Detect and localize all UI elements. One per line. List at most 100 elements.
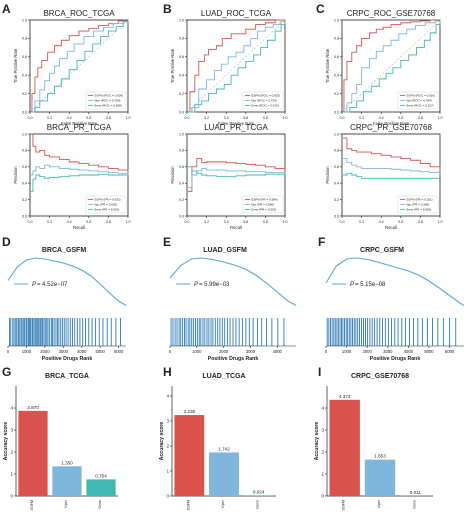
pvalue-symbol: P xyxy=(350,282,354,288)
axes-frame xyxy=(186,133,286,217)
x-tick-label: 1.0 xyxy=(438,220,443,224)
bar-viper xyxy=(364,459,396,496)
legend-label: Vipe (ROC = 0.790) xyxy=(94,99,120,103)
y-tick-label: 1 xyxy=(166,469,169,474)
axes-frame xyxy=(186,19,286,113)
y-tick-label: 0.2 xyxy=(22,92,27,96)
y-tick-label: 0.2 xyxy=(179,92,184,96)
x-axis-label: Positive Drugs Rank xyxy=(370,356,421,362)
series-line xyxy=(30,20,129,113)
y-axis-label: True Positive Rate xyxy=(170,48,175,83)
chart-H: 0 1 2 3 4 3.238 GSFM 1.742 Viper 0.024 Gene LUAD_TC… xyxy=(159,373,276,510)
legend-box xyxy=(242,91,284,110)
x-axis-label: False Positive Rate xyxy=(61,121,98,126)
y-tick-label: 0 xyxy=(321,494,324,499)
y-tick-label: 0.0 xyxy=(22,214,27,218)
x-tick-label: 5000 xyxy=(96,349,106,354)
y-tick-label: 3 xyxy=(166,419,169,424)
chart-title: CRPC_ROC_GSE70768 xyxy=(347,9,436,18)
chance-diagonal xyxy=(186,19,286,113)
x-axis-label: Recall xyxy=(385,225,397,230)
x-tick-label: 0.6 xyxy=(243,116,248,120)
series-line xyxy=(342,19,440,113)
y-tick-label: 3 xyxy=(321,428,324,433)
x-tick-label: 1000 xyxy=(342,349,352,354)
series-line xyxy=(30,20,129,113)
y-tick-label: 1.0 xyxy=(179,132,184,136)
legend-label: Vipr (ROC = 0.734) xyxy=(251,99,277,103)
x-tick-label: 0.8 xyxy=(106,220,111,224)
x-tick-label: 4000 xyxy=(273,349,283,354)
chart-G: 0 1 2 3 4 3.870 GSFM 1.350 Viper 0.754 Gene BRCA_TC… xyxy=(3,373,118,510)
x-tick-label: 3000 xyxy=(246,349,256,354)
axes-frame xyxy=(341,133,441,217)
x-tick-label: 0 xyxy=(325,349,328,354)
chart-title: LUAD_ROC_TCGA xyxy=(201,9,272,18)
legend-box xyxy=(397,91,439,110)
x-tick-label: 0.8 xyxy=(263,220,268,224)
y-tick-label: 0.8 xyxy=(179,149,184,153)
pvalue-text: = 5.99e−03 xyxy=(199,282,230,288)
legend-label: Gene (PR = 0.520) xyxy=(251,208,276,212)
x-tick-label: 3000 xyxy=(383,349,393,354)
x-tick-label: 0.0 xyxy=(28,220,33,224)
y-axis-label: Precision xyxy=(325,166,330,184)
x-axis-label: Positive Drugs Rank xyxy=(208,356,259,362)
panel-letter: C xyxy=(316,2,325,16)
y-tick-label: 0.0 xyxy=(179,110,184,114)
x-tick-label: 1.0 xyxy=(438,116,443,120)
legend-label: GSFM (PR = 0.251) xyxy=(406,198,433,202)
x-tick-label: 6000 xyxy=(114,349,124,354)
series-line xyxy=(187,166,286,178)
legend-label: Gene (ROC = 0.698) xyxy=(94,104,122,108)
bar-value-label: 0.011 xyxy=(410,490,422,495)
x-tick-label: 0.6 xyxy=(243,220,248,224)
y-tick-label: 2 xyxy=(10,450,13,455)
bar-value-label: 3.870 xyxy=(27,405,39,410)
chart-title: BRCA_GSFM xyxy=(42,247,87,254)
x-tick-label: 1000 xyxy=(192,349,202,354)
legend-label: GSFM (ROC = 0.806) xyxy=(94,94,123,98)
chart-F: P = 5.15e−08 0 1000 2000 3000 4000 5000 6000 Posi… xyxy=(325,247,465,362)
x-tick-label: Viper xyxy=(64,499,68,508)
x-tick-label: 0.4 xyxy=(224,116,229,120)
x-tick-label: 5000 xyxy=(424,349,434,354)
chart-title: BRCA_TCGA xyxy=(45,373,89,380)
x-tick-label: GSFM xyxy=(186,500,190,510)
series-line xyxy=(187,19,285,113)
x-tick-label: 0.2 xyxy=(359,220,364,224)
density-curve xyxy=(325,257,465,306)
y-tick-label: 0.4 xyxy=(179,74,184,78)
y-tick-label: 0.6 xyxy=(22,55,27,59)
series-line xyxy=(342,158,441,174)
y-tick-label: 0.8 xyxy=(22,37,27,41)
panel-letter: H xyxy=(163,365,172,379)
bar-value-label: 0.754 xyxy=(95,473,107,478)
x-tick-label: 0.2 xyxy=(204,116,209,120)
y-tick-label: 0.2 xyxy=(334,92,339,96)
x-tick-label: 0 xyxy=(7,349,10,354)
x-tick-label: 0.2 xyxy=(359,116,364,120)
x-tick-label: 0.4 xyxy=(224,220,229,224)
bar-value-label: 1.742 xyxy=(218,446,230,451)
x-tick-label: Gene xyxy=(256,500,260,509)
y-tick-label: 0.2 xyxy=(334,198,339,202)
x-tick-label: 2000 xyxy=(40,349,50,354)
y-tick-label: 1.0 xyxy=(334,132,339,136)
bar-value-label: 3.238 xyxy=(184,409,196,414)
panel-letter: I xyxy=(318,365,321,379)
y-tick-label: 0.2 xyxy=(22,198,27,202)
chance-diagonal xyxy=(29,19,129,113)
chart-C: 0.0 0.2 0.4 0.6 0.8 1.0 0.0 0.2 0.4 0.6 0.8 1.0 GSFM… xyxy=(325,9,443,126)
x-tick-label: 0.2 xyxy=(47,220,52,224)
y-axis-label: True Positive Rate xyxy=(325,48,330,83)
panel-letter: B xyxy=(163,2,172,16)
legend-label: GSFM (PR = 0.632) xyxy=(94,198,121,202)
series-line xyxy=(187,167,286,188)
y-axis-label: Accuracy score xyxy=(3,422,9,461)
legend-label: Gene (PR = 0.090) xyxy=(406,208,431,212)
x-tick-label: 0.8 xyxy=(263,116,268,120)
y-tick-label: 2 xyxy=(166,444,169,449)
chart-title: CRPC_GSE70768 xyxy=(351,373,409,380)
y-tick-label: 0.0 xyxy=(22,110,27,114)
